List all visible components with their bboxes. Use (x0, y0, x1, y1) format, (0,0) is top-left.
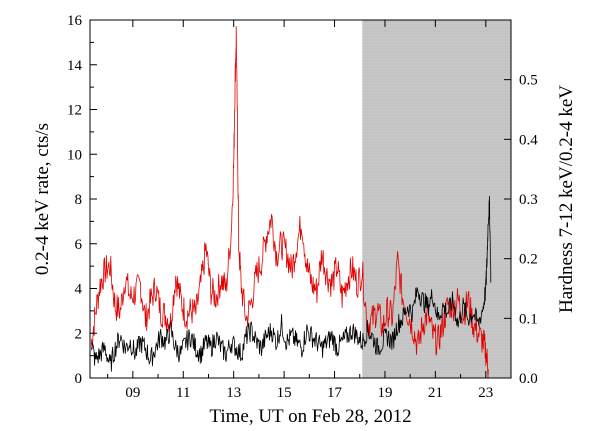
x-tick-label: 17 (327, 385, 343, 401)
y-axis-right-title: Hardness 7-12 keV/0.2-4 keV (556, 85, 577, 313)
x-tick-label: 11 (176, 385, 190, 401)
y-left-tick-label: 10 (67, 147, 82, 163)
x-tick-label: 09 (125, 385, 140, 401)
y-left-tick-label: 8 (75, 192, 83, 208)
y-left-tick-label: 0 (75, 371, 83, 387)
y-right-tick-label: 0.1 (519, 311, 538, 327)
y-left-tick-label: 14 (67, 58, 83, 74)
axis-ticks: 09 11 13 15 17 19 21 23 0 2 4 6 8 10 12 14 16 0.0 0.1 0.2 0.… (67, 13, 538, 401)
hardness-series-line (90, 195, 492, 372)
y-right-tick-label: 0.4 (519, 132, 538, 148)
y-left-tick-label: 6 (75, 237, 83, 253)
x-tick-label: 15 (277, 385, 292, 401)
x-tick-label: 21 (428, 385, 443, 401)
y-right-tick-label: 0.3 (519, 192, 538, 208)
y-left-tick-label: 12 (67, 103, 82, 119)
series-layer (90, 26, 492, 378)
y-left-tick-label: 4 (75, 282, 83, 298)
shaded-hatching (362, 21, 511, 377)
x-tick-label: 23 (478, 385, 493, 401)
y-right-tick-label: 0.0 (519, 371, 538, 387)
rate-series-line (90, 26, 489, 378)
y-axis-left-title: 0.2-4 keV rate, cts/s (32, 123, 53, 275)
y-right-tick-label: 0.5 (519, 73, 538, 89)
x-axis-title: Time, UT on Feb 28, 2012 (209, 406, 411, 427)
y-left-tick-label: 16 (67, 13, 83, 29)
x-tick-label: 19 (377, 385, 392, 401)
y-left-tick-label: 2 (75, 326, 83, 342)
x-tick-label: 13 (226, 385, 241, 401)
y-right-tick-label: 0.2 (519, 252, 538, 268)
